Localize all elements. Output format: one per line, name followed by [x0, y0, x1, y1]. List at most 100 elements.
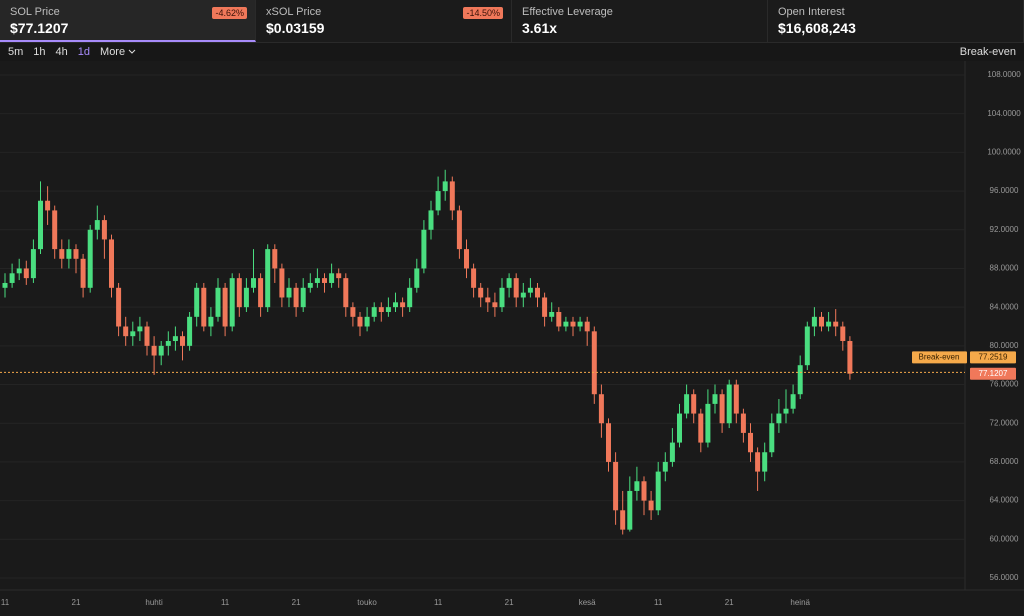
candle-body	[726, 384, 732, 424]
stat-cell[interactable]: Effective Leverage 3.61x	[512, 0, 768, 42]
y-tick-label: 64.0000	[990, 496, 1019, 505]
candle-body	[371, 307, 377, 317]
candle-body	[23, 268, 29, 279]
candle-body	[691, 394, 697, 414]
candle-body	[201, 287, 207, 327]
x-tick-label: 21	[505, 598, 514, 607]
candle-body	[449, 181, 455, 211]
candle-body	[598, 394, 604, 424]
break-even-tag	[912, 351, 967, 364]
candle-body	[570, 321, 576, 327]
candle-body	[584, 321, 590, 332]
candle-body	[421, 229, 427, 269]
candle-body	[591, 331, 597, 395]
candle-body	[343, 278, 349, 308]
candle-body	[790, 394, 796, 409]
candle-body	[826, 321, 832, 327]
y-tick-label: 88.0000	[990, 264, 1019, 273]
candle-body	[414, 268, 420, 288]
candle-body	[606, 423, 611, 462]
y-tick-label: 104.0000	[987, 109, 1021, 118]
stat-value: 3.61x	[522, 20, 558, 36]
x-tick-label: 21	[72, 598, 81, 607]
candle-body	[116, 287, 122, 327]
candle-body	[464, 249, 469, 269]
x-tick-label: kesä	[579, 598, 596, 607]
candle-body	[123, 326, 129, 337]
candle-body	[87, 229, 93, 288]
candle-body	[322, 278, 327, 283]
candle-body	[378, 307, 384, 312]
candle-body	[9, 273, 15, 283]
candle-body	[428, 210, 434, 230]
candle-body	[16, 268, 22, 274]
break-even-value-box	[970, 351, 1016, 364]
candle-body	[258, 278, 264, 308]
candle-body	[769, 423, 775, 453]
candle-body	[251, 278, 256, 288]
candle-body	[45, 200, 51, 211]
candle-body	[435, 191, 441, 211]
toolbar: 5m 1h 4h 1d More Break-even	[0, 43, 1024, 61]
candle-body	[669, 442, 675, 462]
candle-body	[804, 326, 810, 366]
candle-body	[471, 268, 477, 288]
candle-body	[80, 258, 86, 288]
stat-value: $16,608,243	[778, 20, 856, 36]
candle-body	[400, 302, 406, 308]
candle-body	[329, 273, 335, 283]
stat-cell[interactable]: xSOL Price $0.03159 -14.50%	[256, 0, 512, 42]
candle-body	[677, 413, 682, 443]
candle-body	[492, 302, 498, 308]
candle-body	[620, 510, 626, 530]
candle-body	[556, 311, 562, 327]
candle-body	[38, 200, 43, 250]
candle-body	[187, 316, 193, 346]
candle-body	[52, 210, 58, 250]
candle-body	[719, 394, 725, 424]
candle-body	[279, 268, 285, 298]
candle-body	[655, 471, 661, 511]
more-button[interactable]: More	[100, 46, 136, 58]
candle-body	[393, 302, 398, 308]
x-tick-label: 11	[434, 598, 443, 607]
break-even-toggle[interactable]: Break-even	[959, 46, 1016, 58]
candle-body	[144, 326, 150, 346]
candle-body	[811, 316, 817, 327]
candle-body	[762, 452, 768, 472]
candle-body	[236, 278, 242, 308]
candle-body	[94, 220, 100, 230]
candle-body	[314, 278, 320, 283]
stat-cell[interactable]: SOL Price $77.1207 -4.62%	[0, 0, 256, 42]
candle-body	[336, 273, 342, 279]
candle-body	[577, 321, 583, 327]
y-tick-label: 108.0000	[987, 70, 1021, 79]
last-price-label: 77.1207	[979, 369, 1008, 378]
stat-change: -4.62%	[212, 7, 247, 19]
candle-body	[819, 316, 824, 327]
candle-body	[158, 345, 164, 356]
candle-body	[513, 278, 519, 298]
interval-button[interactable]: 1h	[33, 46, 46, 58]
candle-body	[662, 461, 668, 472]
candle-body	[712, 394, 718, 404]
candle-body	[73, 249, 79, 259]
candle-body	[833, 321, 839, 327]
candle-body	[520, 292, 526, 298]
candle-body	[641, 481, 647, 501]
stat-change: -14.50%	[463, 7, 503, 19]
y-tick-label: 60.0000	[990, 534, 1019, 543]
x-tick-label: 11	[1, 598, 10, 607]
candle-body	[684, 394, 690, 414]
candle-body	[109, 239, 114, 288]
candle-body	[307, 282, 313, 288]
stat-cell[interactable]: Open Interest $16,608,243	[768, 0, 1024, 42]
x-tick-label: touko	[357, 598, 377, 607]
interval-button[interactable]: 5m	[8, 46, 24, 58]
interval-button[interactable]: 4h	[55, 46, 68, 58]
candle-body	[180, 336, 185, 346]
x-tick-label: 21	[725, 598, 734, 607]
chart: 56.0000 60.0000 64.0000 68.0000 72.0000 76.00…	[0, 61, 1024, 616]
interval-button[interactable]: 1d	[77, 46, 91, 58]
